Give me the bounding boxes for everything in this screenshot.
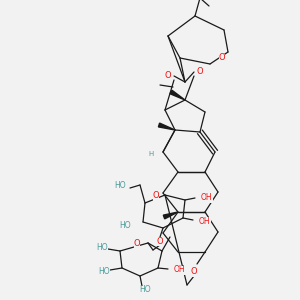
Text: O: O: [157, 236, 163, 245]
Text: H: H: [148, 151, 154, 157]
Text: O: O: [191, 268, 197, 277]
Text: O: O: [153, 191, 159, 200]
Text: HO: HO: [119, 221, 131, 230]
Polygon shape: [170, 90, 185, 100]
Text: O: O: [219, 53, 225, 62]
Text: HO: HO: [139, 286, 151, 295]
Text: HO: HO: [114, 181, 126, 190]
Text: OH: OH: [201, 194, 213, 202]
Text: HO: HO: [98, 268, 110, 277]
Text: O: O: [197, 68, 203, 76]
Text: OH: OH: [199, 217, 211, 226]
Text: O: O: [134, 239, 140, 248]
Text: HO: HO: [96, 242, 108, 251]
Text: OH: OH: [174, 266, 186, 274]
Polygon shape: [163, 212, 178, 219]
Text: O: O: [165, 71, 171, 80]
Polygon shape: [158, 123, 175, 130]
